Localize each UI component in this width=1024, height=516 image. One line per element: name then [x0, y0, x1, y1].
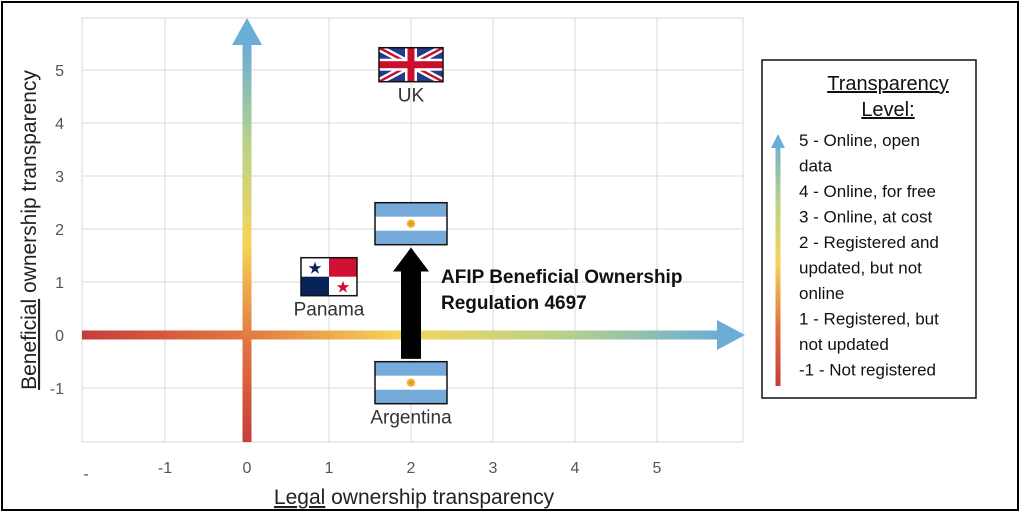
x-tick-label: 1	[325, 460, 334, 477]
legend-gradient-arrow	[771, 134, 785, 386]
annotation: AFIP Beneficial Ownership Regulation 4697	[393, 247, 682, 359]
legend-title-line-1: Transparency	[827, 73, 949, 95]
x-tick-label: 3	[489, 460, 498, 477]
y-axis-title-rest: ownership transparency	[18, 70, 41, 299]
x-tick-label: 0	[243, 460, 252, 477]
tick-labels: -1 0 1 2 3 4 5 - -1 0 1 2 3 4 5	[50, 63, 662, 483]
data-point: UK	[379, 48, 443, 107]
plot-area-border	[81, 17, 744, 443]
x-tick-stray: -	[83, 466, 88, 483]
legend-item-line: data	[799, 157, 833, 176]
data-points: UK Panama Argentina	[294, 48, 452, 429]
y-axis-arrowhead	[232, 18, 262, 45]
legend-items: 5 - Online, open data 4 - Online, for free…	[799, 131, 939, 380]
legend-item-line: updated, but not	[799, 259, 922, 278]
x-axis-title-underlined: Legal	[274, 486, 325, 509]
data-point: Argentina	[370, 360, 452, 429]
uk-flag	[379, 48, 443, 82]
legend-item-line: 5 - Online, open	[799, 131, 920, 150]
y-tick-label: 4	[55, 116, 64, 133]
annotation-arrowhead	[393, 247, 429, 272]
legend: Transparency Level: 5 - Online, open data…	[761, 59, 977, 399]
legend-item-line: 2 - Registered and	[799, 233, 939, 252]
annotation-text-line: Regulation 4697	[441, 293, 587, 314]
legend-item-line: 3 - Online, at cost	[799, 208, 933, 227]
y-tick-label: 5	[55, 63, 64, 80]
argentina-flag	[374, 360, 448, 405]
legend-item-line: online	[799, 284, 844, 303]
y-axis-title: Beneficial ownership transparency	[18, 70, 41, 390]
x-axis-title: Legal ownership transparency	[274, 486, 555, 509]
annotation-arrow-shaft	[401, 269, 421, 359]
legend-item-line: -1 - Not registered	[799, 361, 936, 380]
x-axis-arrowhead	[717, 320, 745, 350]
y-tick-label: 3	[55, 169, 64, 186]
argentina-flag	[374, 201, 448, 246]
annotation-text-line: AFIP Beneficial Ownership	[441, 267, 682, 288]
point-label: Panama	[294, 300, 365, 321]
x-tick-label: 2	[407, 460, 416, 477]
panama-flag	[300, 256, 358, 297]
y-tick-label: 0	[55, 328, 64, 345]
data-point: Panama	[294, 256, 365, 321]
y-axis-title-underlined: Beneficial	[18, 299, 41, 390]
legend-title-line-2: Level:	[861, 99, 914, 121]
x-tick-label: 4	[571, 460, 580, 477]
x-tick-label: 5	[653, 460, 662, 477]
data-point	[374, 201, 448, 246]
point-label: UK	[398, 86, 425, 107]
legend-item-line: 1 - Registered, but	[799, 310, 939, 329]
y-tick-label: -1	[50, 381, 64, 398]
legend-box	[761, 59, 977, 399]
legend-item-line: not updated	[799, 335, 889, 354]
legend-item-line: 4 - Online, for free	[799, 182, 936, 201]
y-tick-label: 2	[55, 222, 64, 239]
x-tick-label: -1	[158, 460, 172, 477]
y-tick-label: 1	[55, 275, 64, 292]
legend-arrowhead	[771, 134, 785, 148]
x-axis-title-rest: ownership transparency	[325, 486, 554, 509]
point-label: Argentina	[370, 408, 452, 429]
